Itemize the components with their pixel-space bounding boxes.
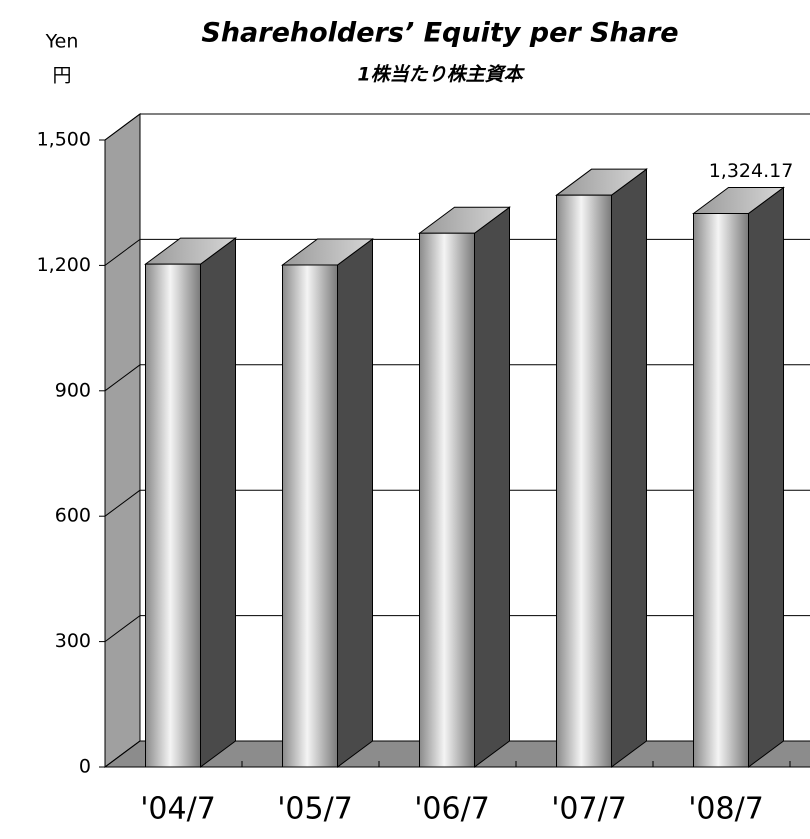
grid-line-side xyxy=(104,364,141,392)
y-axis-label-ja: 円 xyxy=(52,65,71,87)
x-tick-label: '06/7 xyxy=(414,792,490,827)
data-label: 1,324.17 xyxy=(709,160,794,182)
y-axis-label: Yen xyxy=(45,31,79,53)
bar-side xyxy=(748,186,784,768)
x-tick-label: '07/7 xyxy=(551,792,627,827)
x-tick-label: '08/7 xyxy=(688,792,764,827)
chart-title: Shareholders’ Equity per Share xyxy=(201,18,678,49)
y-tick-label: 1,500 xyxy=(37,129,91,151)
y-tick-label: 600 xyxy=(55,505,91,527)
bar xyxy=(282,264,338,768)
x-tick-label: '05/7 xyxy=(277,792,353,827)
bar xyxy=(556,194,612,768)
grid-line-side xyxy=(104,740,141,768)
grid-line-side xyxy=(104,489,141,517)
bar-side xyxy=(611,168,647,768)
bar-side xyxy=(474,206,510,768)
y-tick-label: 0 xyxy=(79,756,91,778)
grid-line-side xyxy=(104,113,141,141)
bar-side xyxy=(200,237,236,768)
grid-line-side xyxy=(104,615,141,643)
x-tick-label: '04/7 xyxy=(140,792,216,827)
grid-line-side xyxy=(104,238,141,266)
left-wall xyxy=(104,113,141,768)
bar xyxy=(419,232,475,768)
bar xyxy=(693,212,749,768)
bar xyxy=(145,263,201,768)
plot-area: 0 300 600 900 1,200 1,500 '04/7 '05/7 '06/7 '07/7… xyxy=(37,113,810,827)
bar-side xyxy=(337,237,373,768)
y-tick-label: 1,200 xyxy=(37,254,91,276)
y-tick-label: 900 xyxy=(55,379,91,401)
chart-subtitle: 1株当たり株主資本 xyxy=(357,64,525,86)
y-tick-label: 300 xyxy=(55,630,91,652)
